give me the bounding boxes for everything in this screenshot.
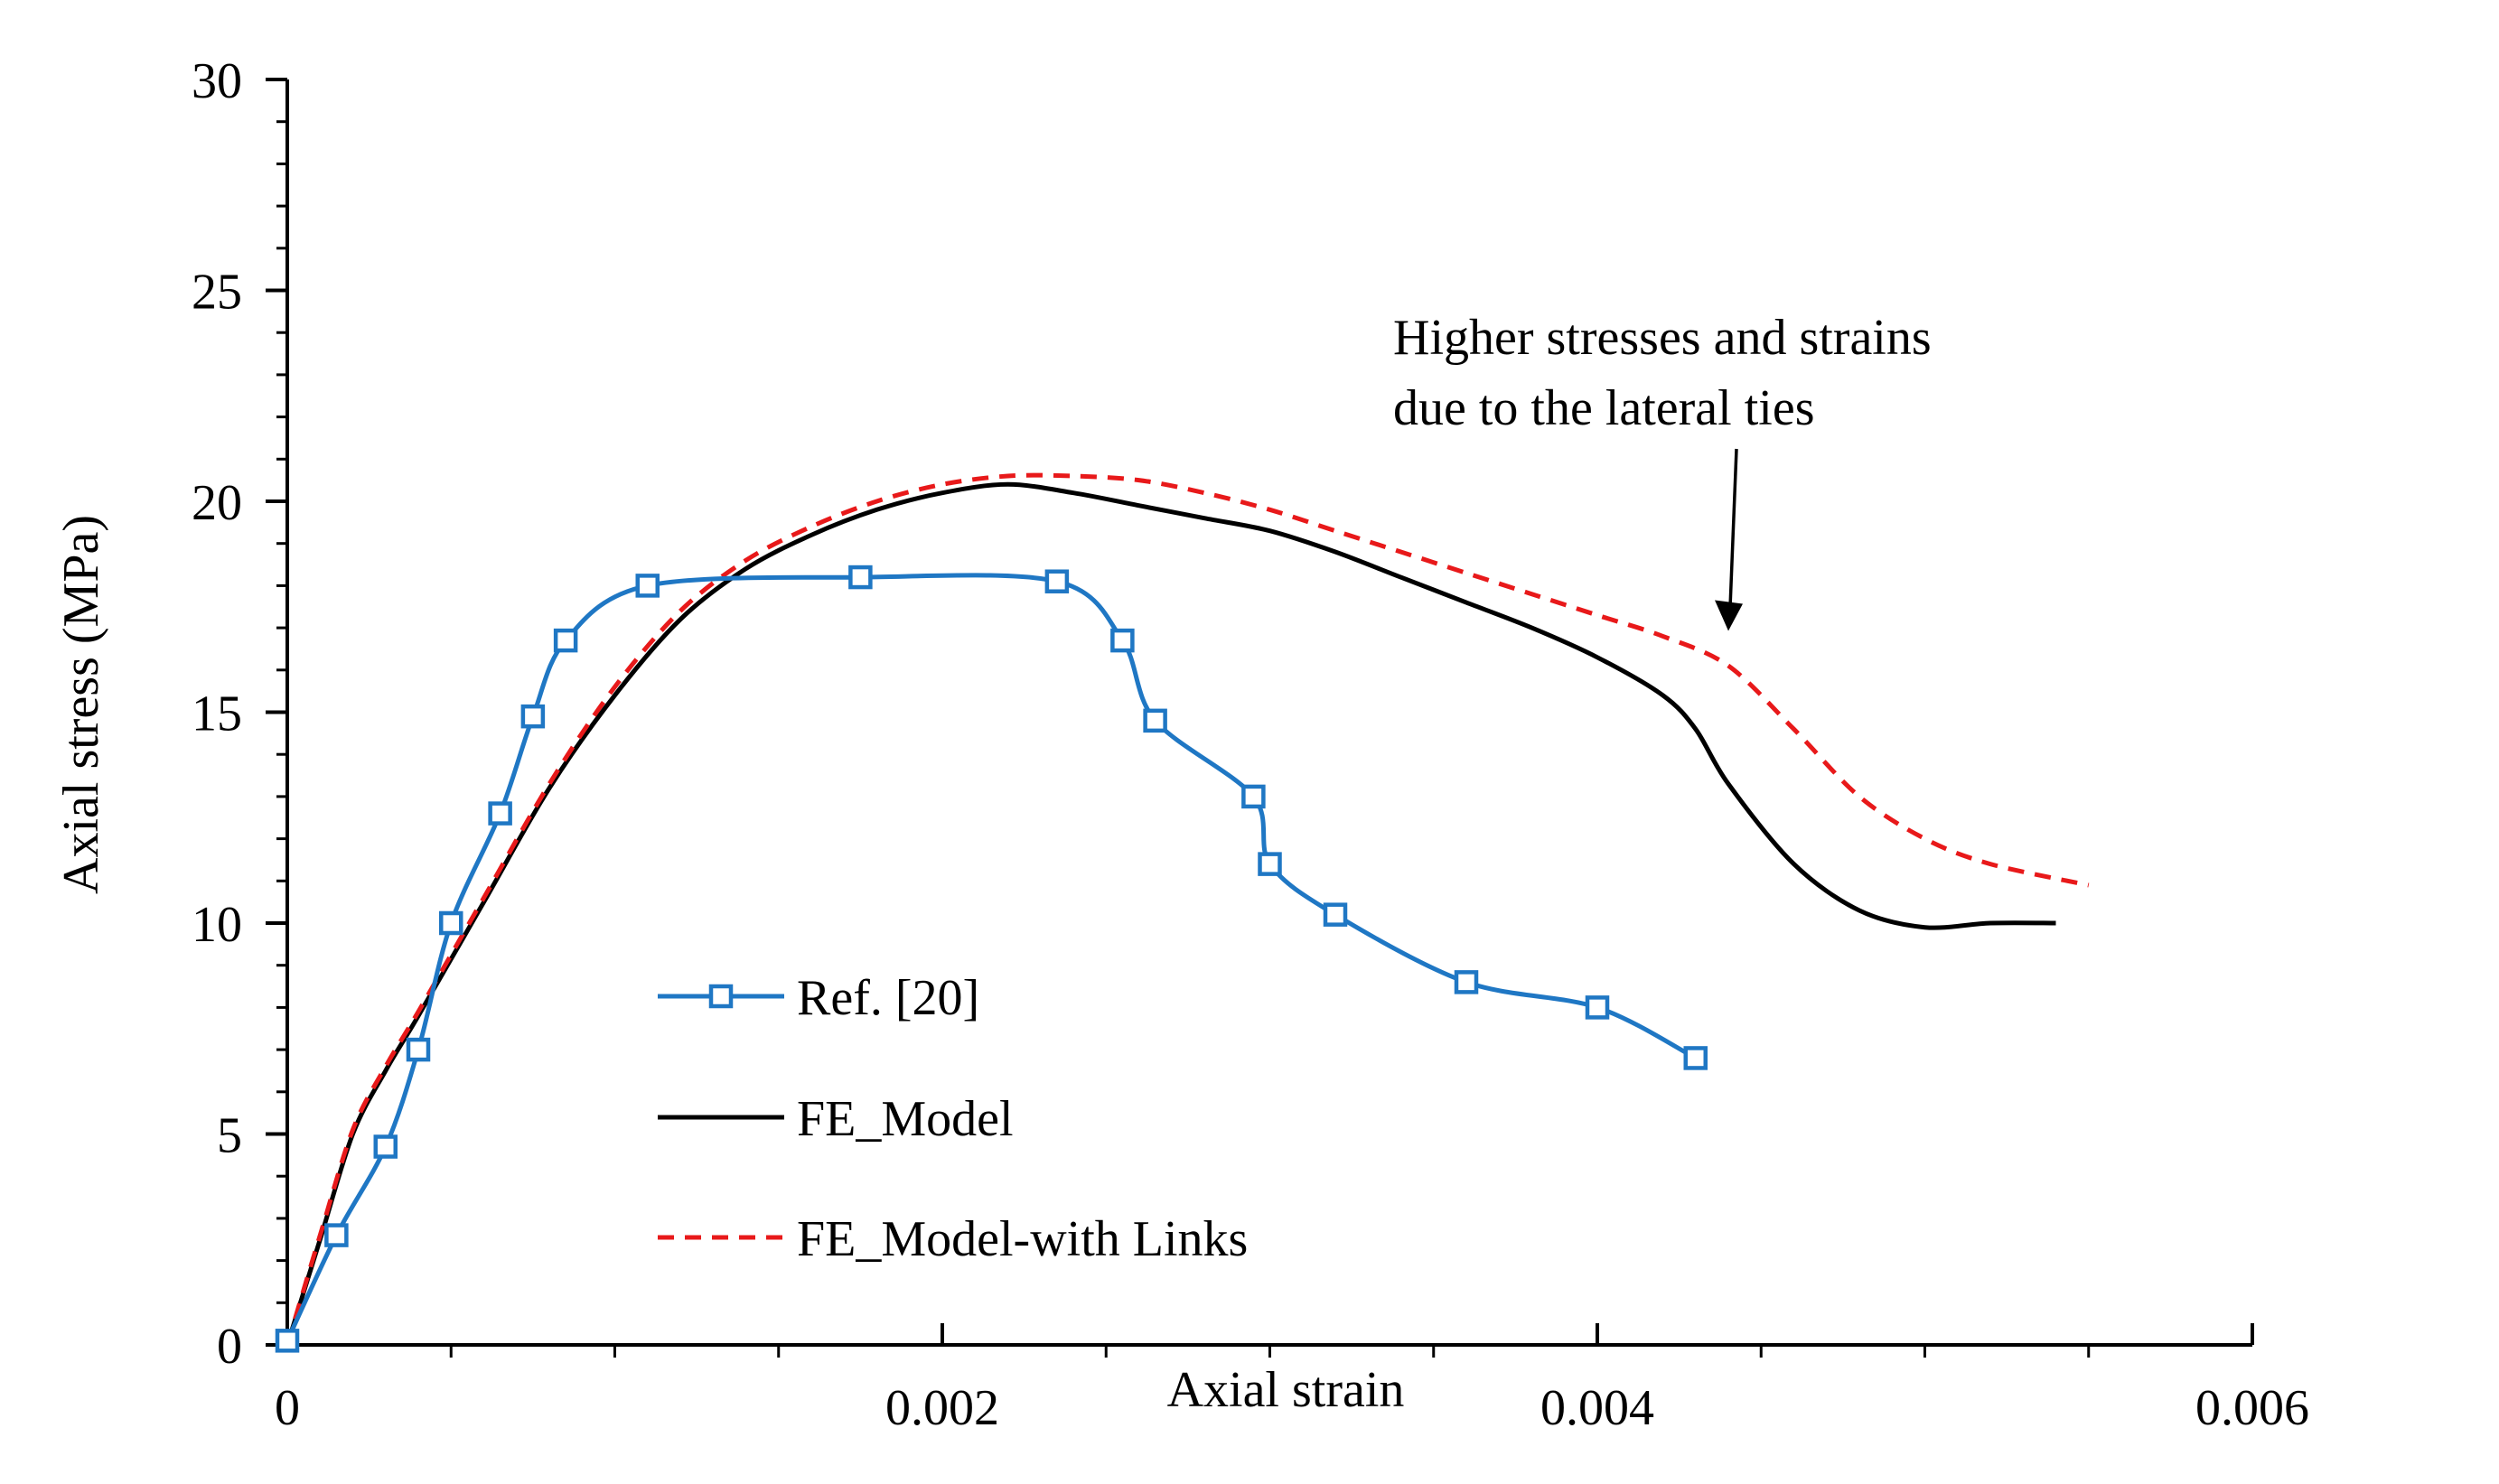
y-tick-label: 10 <box>192 897 242 953</box>
annotation-arrow-head <box>1715 600 1743 631</box>
data-point-ref-20 <box>1323 902 1348 927</box>
x-tick-label: 0.004 <box>1540 1380 1654 1436</box>
x-tick-label: 0.006 <box>2195 1380 2309 1436</box>
legend: Ref. [20] FE_Model FE_Model-with Links <box>658 970 1248 1267</box>
data-point-ref-20 <box>1110 628 1135 653</box>
data-point-ref-20 <box>553 628 578 653</box>
data-point-ref-20 <box>1683 1046 1708 1070</box>
legend-marker-ref-20 <box>708 984 734 1009</box>
data-point-ref-20 <box>488 801 512 826</box>
y-tick-label: 5 <box>217 1108 242 1164</box>
legend-label-fe-model-with-links: FE_Model-with Links <box>797 1211 1248 1267</box>
data-point-ref-20 <box>848 565 873 590</box>
annotation-arrow-shaft <box>1728 448 1738 608</box>
ticks: 0 5 10 15 20 25 30 0 0.002 0.004 0.006 <box>192 53 2309 1436</box>
data-point-ref-20 <box>635 574 660 598</box>
annotation-text: Higher stresses and strains <box>1393 310 1932 366</box>
annotation: Higher stresses and strains due to the la… <box>1393 310 1932 631</box>
y-tick-label: 25 <box>192 265 242 321</box>
y-tick-label: 0 <box>217 1319 242 1375</box>
data-point-ref-20 <box>1241 784 1266 809</box>
data-point-ref-20 <box>520 704 546 729</box>
data-point-ref-20 <box>373 1134 398 1159</box>
y-axis-title: Axial stress (MPa) <box>53 515 109 894</box>
data-point-ref-20 <box>275 1329 300 1353</box>
data-point-ref-20 <box>439 910 463 936</box>
x-tick-label: 0.002 <box>885 1380 999 1436</box>
series-line-fe-model-with-links <box>285 472 2090 1346</box>
x-axis-title: Axial strain <box>1167 1362 1405 1418</box>
axes <box>285 79 2252 1347</box>
series-layer <box>275 472 2090 1353</box>
data-point-ref-20 <box>1585 995 1610 1020</box>
data-point-ref-20 <box>324 1223 349 1247</box>
data-point-ref-20 <box>406 1037 431 1062</box>
legend-label-ref-20: Ref. [20] <box>797 970 979 1026</box>
y-tick-label: 30 <box>192 53 242 109</box>
y-tick-label: 20 <box>192 475 242 531</box>
y-tick-label: 15 <box>192 686 242 742</box>
data-point-ref-20 <box>1143 708 1167 733</box>
data-point-ref-20 <box>1044 569 1070 593</box>
data-point-ref-20 <box>1454 970 1479 994</box>
x-tick-label: 0 <box>275 1380 300 1436</box>
annotation-text: due to the lateral ties <box>1393 380 1814 436</box>
legend-label-fe-model: FE_Model <box>797 1091 1014 1147</box>
data-point-ref-20 <box>1258 852 1282 876</box>
